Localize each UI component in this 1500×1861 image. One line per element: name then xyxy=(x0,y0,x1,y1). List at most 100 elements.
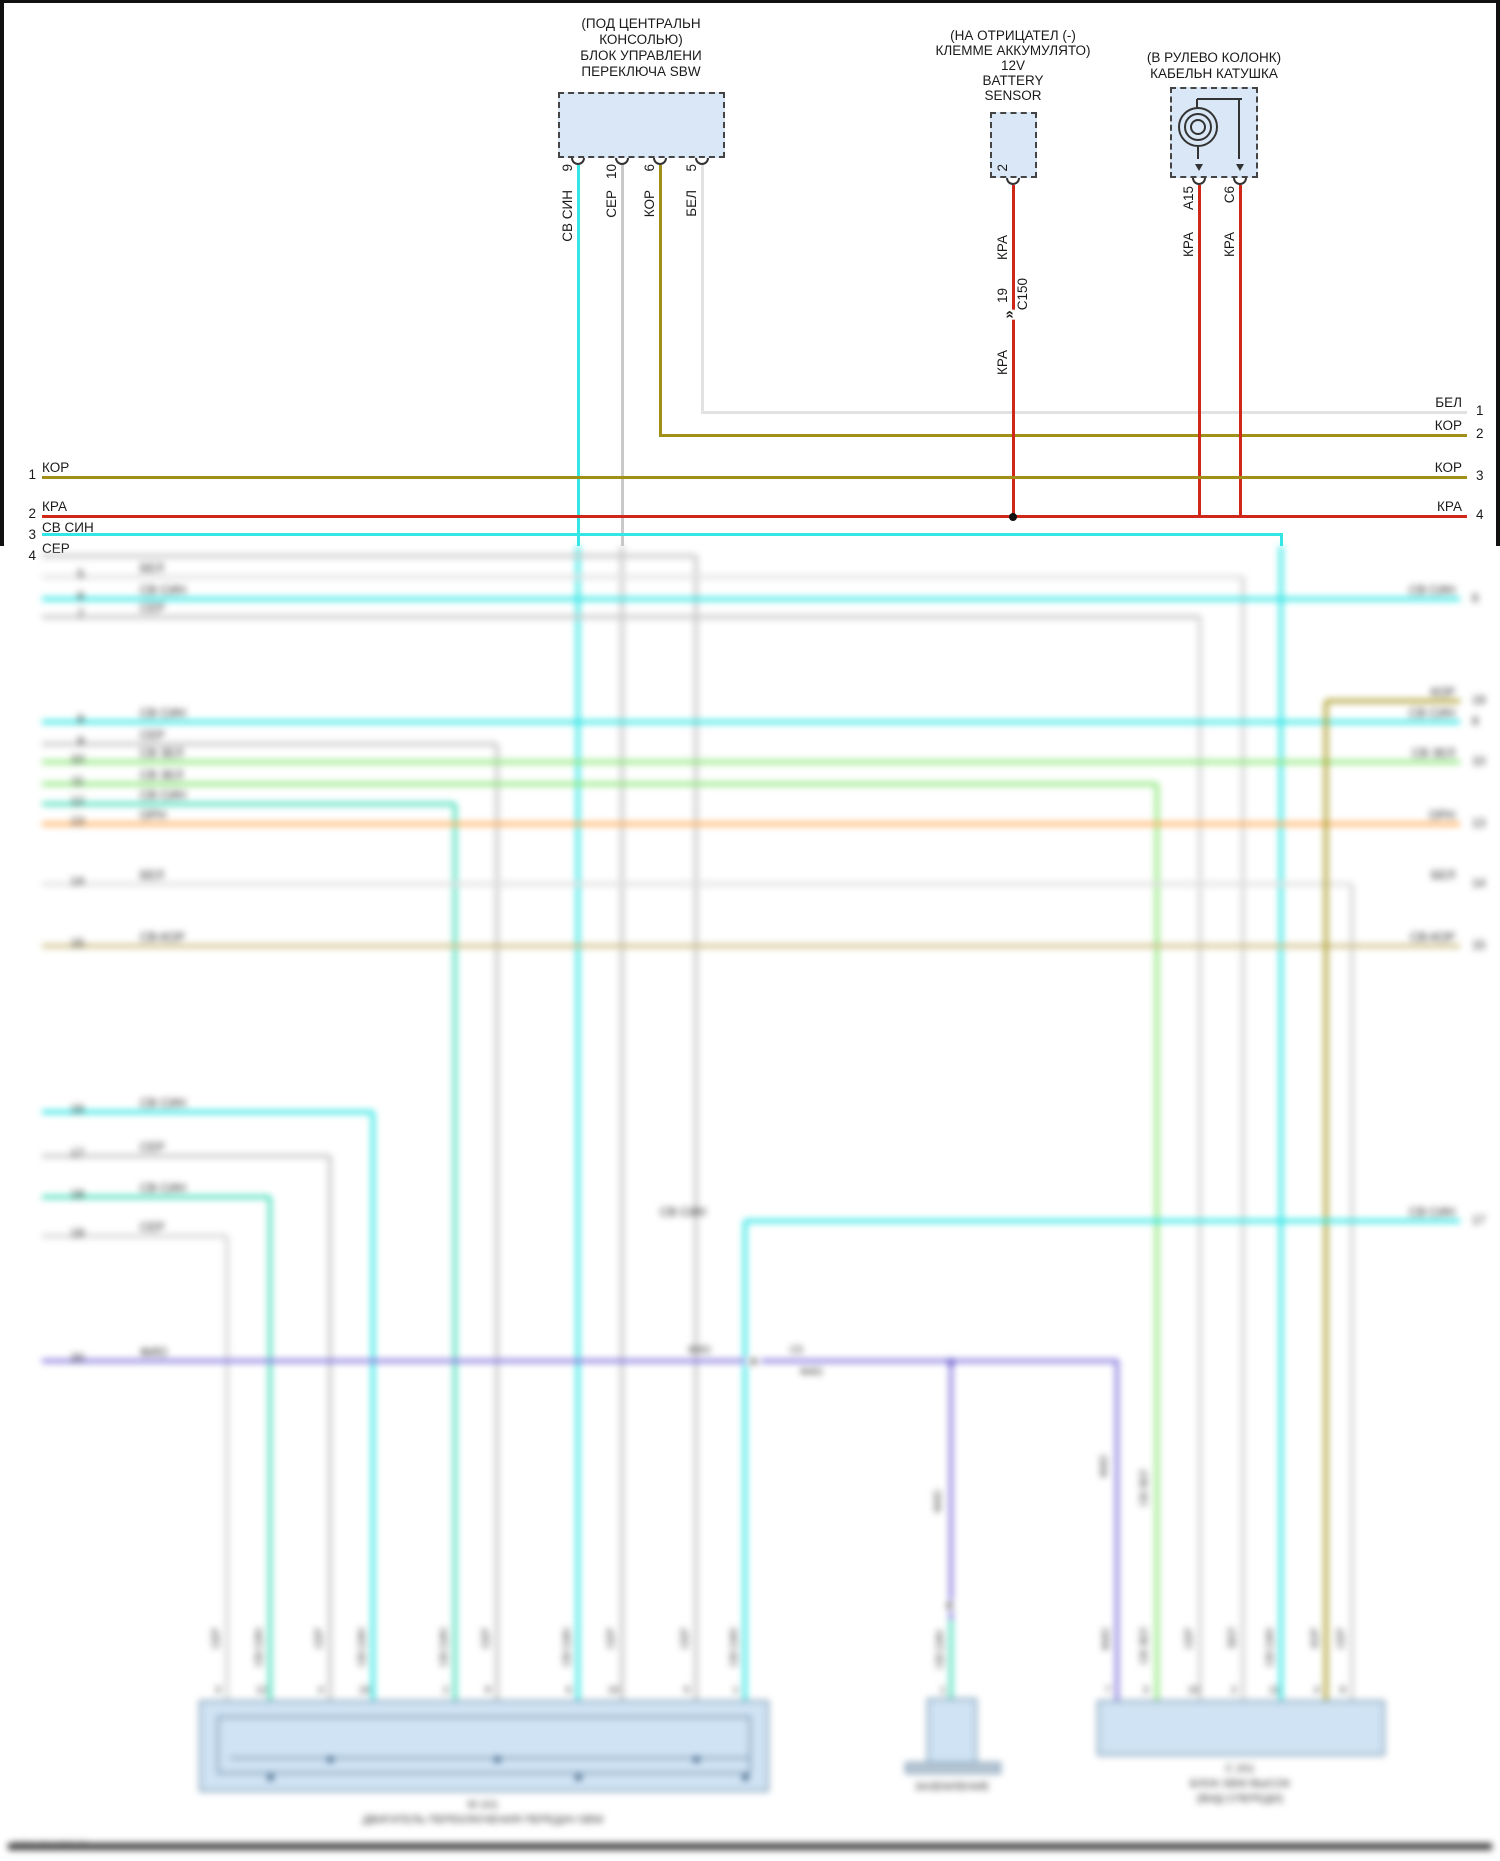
wire-label: ФИО xyxy=(140,1345,168,1359)
blur-b2-ser xyxy=(42,742,497,746)
wire-label: 6 xyxy=(1472,591,1479,605)
junction-dot xyxy=(741,1773,749,1781)
wire-label: КОР xyxy=(1310,1628,1321,1649)
blur-v1200 xyxy=(1198,617,1202,1700)
blur-b5-svsin xyxy=(42,802,455,806)
blur-a3-ser xyxy=(42,615,1200,619)
wire-label: СЕР xyxy=(1336,1628,1347,1649)
blur-b6-orn xyxy=(42,822,1460,826)
blurred-diagram-region: M 101 ДВИГАТЕЛЬ ПЕРЕКЛЮЧЕНИЯ ПЕРЕДАЧ SBW… xyxy=(8,546,1492,1858)
bus-kor xyxy=(42,475,1467,479)
bus-kra xyxy=(42,514,1467,518)
wire-label: ФИО xyxy=(933,1490,944,1513)
page-border-right xyxy=(1496,0,1500,546)
cable-coil-title: (В РУЛЕВО КОЛОНК) КАБЕЛЬН КАТУШКА xyxy=(1146,50,1282,81)
wire-label: СВ СИН xyxy=(729,1628,740,1667)
wire-label: КРА xyxy=(1222,232,1237,257)
pin-notch xyxy=(695,158,709,165)
pin-notch xyxy=(653,158,667,165)
wire-label: C150 xyxy=(1015,278,1030,311)
wire-label: 8 xyxy=(1340,1685,1346,1696)
inline-connector-icon: » xyxy=(1000,309,1018,320)
coil-spiral-mid xyxy=(1184,113,1212,141)
pin-notch xyxy=(1233,178,1247,185)
wire-label: 14 xyxy=(70,874,84,888)
wire-label: 10 xyxy=(608,1685,620,1696)
wire-label: СВ ЗЕЛ xyxy=(140,768,184,782)
gear-shift-motor-box xyxy=(199,1700,769,1792)
wire-label: 3 xyxy=(28,527,36,542)
wire-label: КОР xyxy=(642,190,657,218)
blur-e4-ser xyxy=(42,1234,227,1238)
wire-label: 10 xyxy=(1472,754,1486,768)
blur-e3-svsin xyxy=(42,1195,270,1199)
sbw-control-unit-title: (ПОД ЦЕНТРАЛЬН КОНСОЛЬЮ) БЛОК УПРАВЛЕНИ … xyxy=(580,16,702,79)
wire-label: C6 xyxy=(1222,186,1237,204)
wire-label: ФИО xyxy=(800,1367,823,1378)
ground-terminal-box xyxy=(927,1698,977,1764)
blur-b3-zel xyxy=(42,760,1460,764)
blur-v1117-fio xyxy=(1115,1361,1119,1700)
wire-label: СЕР xyxy=(140,728,165,742)
junction-dot xyxy=(493,1755,501,1763)
wire-label: 3 xyxy=(215,1685,221,1696)
wire-label: 1 xyxy=(1476,403,1484,418)
wire-label: 10 xyxy=(70,752,84,766)
blur-v1157 xyxy=(1155,784,1159,1700)
wire-label: 11 xyxy=(1269,1685,1280,1696)
wire-label: КОР xyxy=(1434,418,1462,433)
wire-label: 2 xyxy=(443,1685,449,1696)
ground-terminal-caption: ЗАЗЕМЛЕНИЕ xyxy=(914,1781,990,1793)
blur-l4-ser xyxy=(42,554,696,558)
wire-label: СВ СИН xyxy=(660,1205,706,1219)
wire-label: 12 xyxy=(70,794,84,808)
battery-sensor-box xyxy=(990,112,1037,178)
wire-label: 11 xyxy=(71,774,84,788)
wire-label: 1 xyxy=(28,467,36,482)
wire-label: 4 xyxy=(1476,507,1484,522)
blur-b4-zel xyxy=(42,782,1157,786)
wire-label: СЕР xyxy=(604,190,619,218)
wire-label: СВ СИН xyxy=(42,520,94,535)
blur-leftbox-innerline xyxy=(230,1757,750,1759)
wire-label: СВ ЗЕЛ xyxy=(1139,1470,1150,1506)
blur-v951-fio xyxy=(949,1361,953,1620)
wire-label: 9 xyxy=(560,164,575,172)
wire-label: СВ ЗЕЛ xyxy=(140,746,184,760)
wire-coil-c6-kra xyxy=(1238,185,1242,518)
wire-label: 19 xyxy=(1472,693,1486,707)
blur-v951-teal xyxy=(949,1620,953,1698)
wire-sbw-pin6-kor-v xyxy=(658,165,662,437)
junction-dot xyxy=(1009,513,1017,521)
pin-notch xyxy=(571,158,585,165)
wire-sbw-pin9-csin xyxy=(576,165,580,546)
ground-terminal-base xyxy=(905,1762,1001,1774)
wire-label: СВ СИН xyxy=(140,1181,186,1195)
bus-svsin xyxy=(42,532,1283,536)
coil-int-a15 xyxy=(1197,147,1199,159)
wire-label: БЕЛ xyxy=(140,561,164,575)
blur-v330 xyxy=(328,1156,332,1700)
wire-label: 19 xyxy=(995,288,1010,304)
wire-label: 16 xyxy=(359,1685,371,1696)
wire-label: СЕР xyxy=(211,1628,222,1649)
blur-border-bottom xyxy=(8,1842,1492,1850)
wire-label: СЕР xyxy=(42,541,70,556)
wire-label: СВ СИН xyxy=(254,1628,265,1667)
wire-label: СВ СИН xyxy=(560,190,575,242)
wire-label: СЕР xyxy=(314,1628,325,1649)
sbw-connector-box xyxy=(1097,1700,1385,1756)
wire-label: С5 xyxy=(790,1345,803,1356)
wire-label: 1 xyxy=(733,1685,739,1696)
wire-label: 7 xyxy=(1105,1685,1111,1696)
wire-label: 2 xyxy=(1231,1685,1237,1696)
blur-d-svkor xyxy=(42,944,1460,948)
wire-label: СВ-КОР xyxy=(140,930,185,944)
junction-dot xyxy=(266,1773,274,1781)
blur-v696 xyxy=(694,556,698,1700)
wire-label: 16 xyxy=(70,1102,84,1116)
sbw-control-unit-box xyxy=(558,92,725,158)
wire-label: СЕР xyxy=(140,1140,165,1154)
wire-label: СВ ЗЕЛ xyxy=(1411,746,1455,760)
wire-sbw-pin5-bel-v xyxy=(700,165,704,414)
